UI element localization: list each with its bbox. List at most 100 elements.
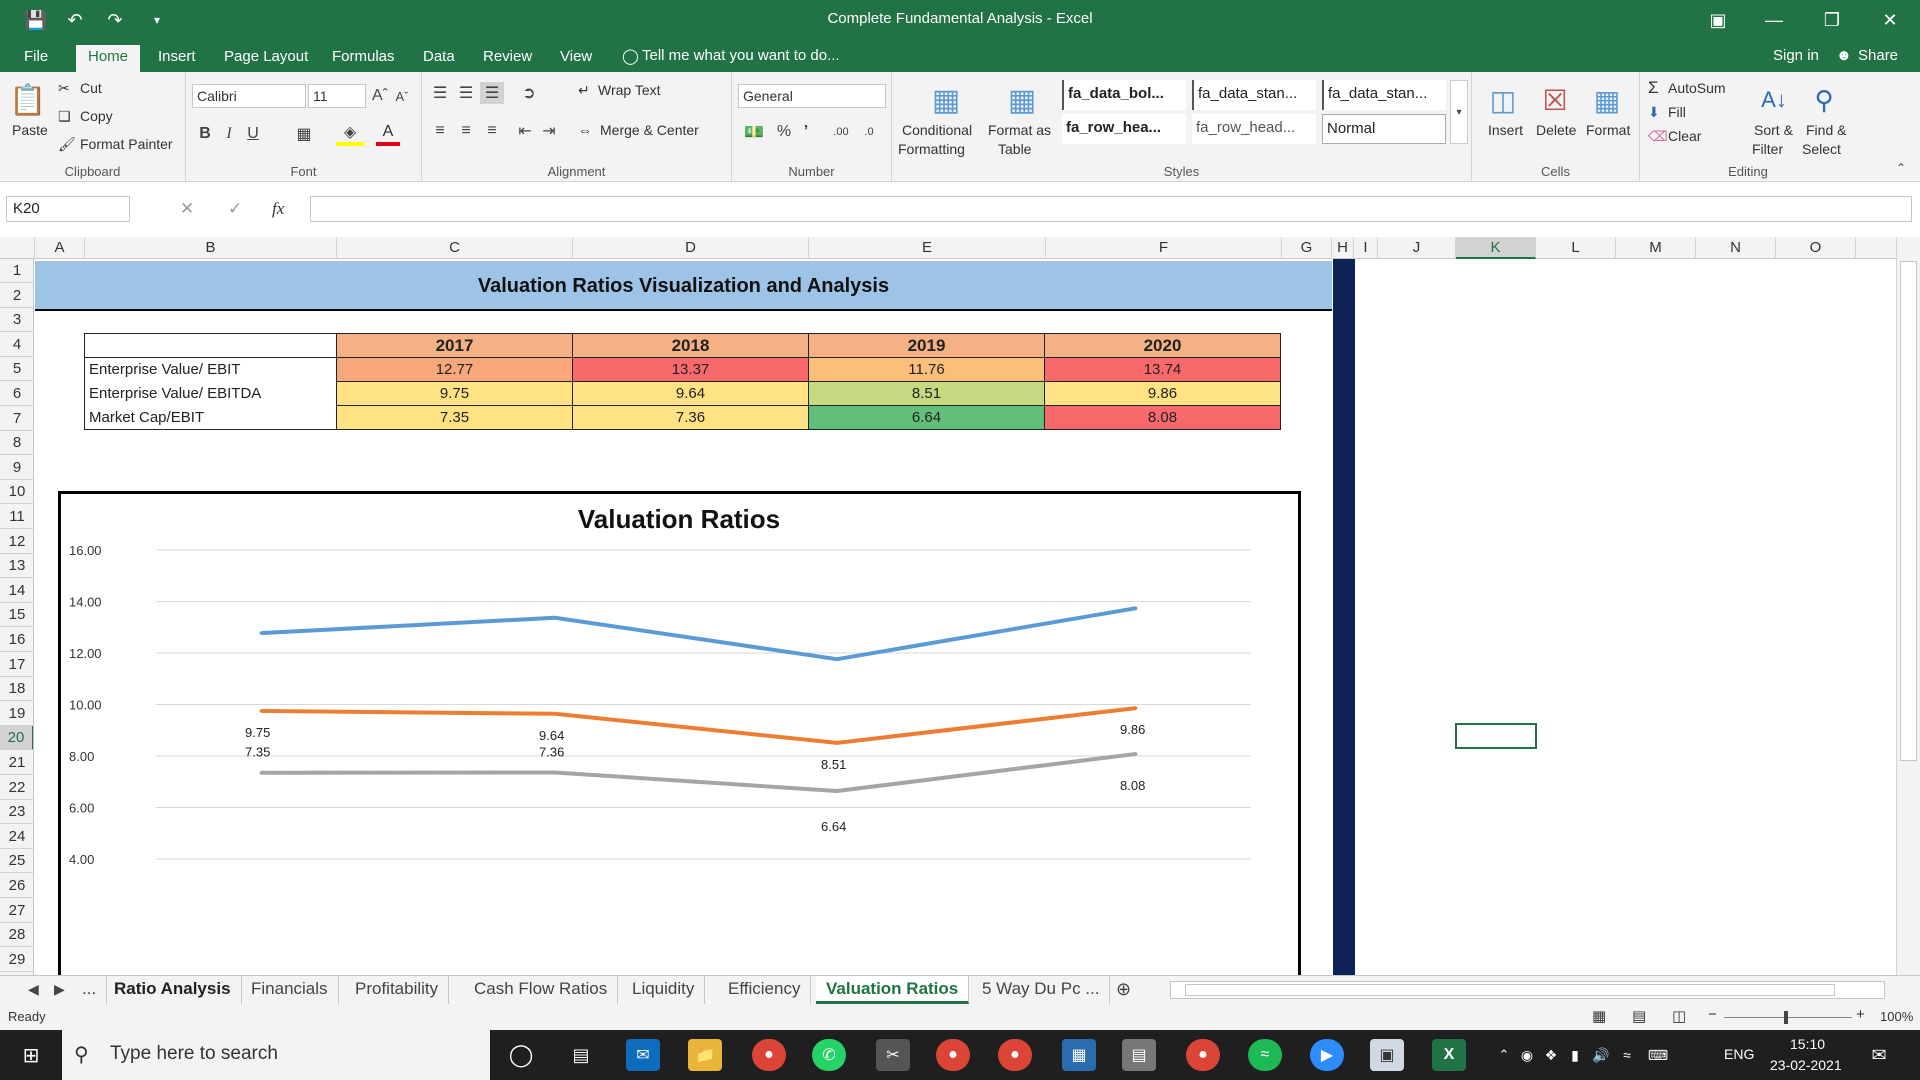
merge-center-button[interactable]: Merge & Center (600, 122, 699, 138)
sheet-tab-efficiency[interactable]: Efficiency (718, 976, 812, 1004)
comma-style-icon[interactable]: ’ (803, 123, 809, 140)
row-header[interactable]: 10 (0, 480, 33, 505)
ratio-value[interactable]: 9.64 (572, 381, 809, 406)
style-fa-data-standard[interactable]: fa_data_stan... (1192, 80, 1316, 110)
ratio-value[interactable]: 13.37 (572, 357, 809, 382)
calculator-icon[interactable]: ▦ (1062, 1039, 1096, 1071)
zoom-level[interactable]: 100% (1880, 1009, 1914, 1024)
data-point[interactable] (553, 712, 557, 716)
column-header[interactable]: F (1046, 237, 1282, 259)
confirm-entry-icon[interactable]: ✓ (228, 199, 243, 218)
ratio-label[interactable]: Market Cap/EBIT (84, 405, 337, 430)
tab-view[interactable]: View (560, 48, 593, 65)
ratio-value[interactable]: 9.86 (1044, 381, 1281, 406)
ratio-value[interactable]: 8.51 (808, 381, 1045, 406)
row-header[interactable]: 22 (0, 776, 33, 800)
delete-cells-button[interactable]: Delete (1536, 122, 1577, 138)
zoom-out-icon[interactable]: − (1708, 1006, 1717, 1023)
style-normal[interactable]: Normal (1322, 114, 1446, 144)
notifications-icon[interactable]: ✉ (1871, 1044, 1887, 1065)
data-point[interactable] (1134, 706, 1138, 710)
delete-cells-icon[interactable]: ☒ (1542, 84, 1568, 116)
row-header[interactable]: 5 (0, 357, 33, 382)
row-header[interactable]: 20 (0, 726, 33, 751)
tab-page-layout[interactable]: Page Layout (224, 48, 309, 65)
chrome-icon[interactable]: ● (752, 1039, 786, 1071)
sheet-tab-liquidity[interactable]: Liquidity (622, 976, 706, 1004)
ratio-label[interactable]: Enterprise Value/ EBITDA (84, 381, 337, 406)
new-sheet-icon[interactable]: ⊕ (1116, 979, 1132, 999)
column-header[interactable]: D (573, 237, 809, 259)
font-color-icon[interactable]: A (376, 122, 400, 146)
ratio-value[interactable]: 6.64 (808, 405, 1045, 430)
clock-time[interactable]: 15:10 (1790, 1036, 1826, 1052)
mail-icon[interactable]: ✉ (626, 1039, 660, 1071)
row-header[interactable]: 8 (0, 431, 33, 456)
insert-cells-icon[interactable]: ◫ (1489, 84, 1517, 116)
row-header[interactable]: 27 (0, 899, 33, 923)
row-header[interactable]: 16 (0, 628, 33, 652)
row-header[interactable]: 19 (0, 702, 33, 726)
valuation-ratios-chart[interactable]: Valuation Ratios 16.00 14.00 12.00 10.00 8.00… (58, 491, 1301, 975)
row-header[interactable]: 26 (0, 874, 33, 898)
data-point[interactable] (259, 631, 263, 635)
format-painter-button[interactable]: Format Painter (80, 136, 173, 152)
style-fa-data-bold[interactable]: fa_data_bol... (1062, 80, 1186, 110)
restore-icon[interactable]: ❐ (1823, 9, 1841, 30)
normal-view-icon[interactable]: ▦ (1592, 1008, 1607, 1025)
save-icon[interactable]: 💾 (24, 9, 48, 30)
row-header[interactable]: 1 (0, 259, 33, 283)
whatsapp-icon[interactable]: ✆ (812, 1039, 846, 1071)
bold-icon[interactable]: B (199, 125, 211, 142)
show-hidden-icons[interactable]: ⌃ (1498, 1047, 1510, 1062)
find-button[interactable]: Find & (1806, 122, 1847, 138)
borders-icon[interactable]: ▦ (296, 126, 312, 143)
ratio-value[interactable]: 9.75 (336, 381, 573, 406)
sheet-tab-valuation-ratios[interactable]: Valuation Ratios (816, 976, 970, 1004)
style-fa-row-header[interactable]: fa_row_hea... (1062, 114, 1186, 144)
accounting-format-icon[interactable]: 💵 (744, 124, 764, 141)
select-all-corner[interactable] (0, 237, 35, 259)
insert-function-button[interactable]: fx (272, 199, 285, 218)
fill-button[interactable]: Fill (1668, 104, 1686, 120)
row-header[interactable]: 2 (0, 284, 33, 308)
column-header[interactable]: C (337, 237, 573, 259)
cancel-entry-icon[interactable]: ✕ (180, 199, 195, 218)
row-header[interactable]: 6 (0, 382, 33, 406)
data-point[interactable] (259, 771, 263, 775)
style-fa-data-standard-2[interactable]: fa_data_stan... (1322, 80, 1446, 110)
cut-button[interactable]: Cut (80, 80, 102, 96)
app-icon[interactable]: ▤ (1122, 1039, 1156, 1071)
clock-date[interactable]: 23-02-2021 (1770, 1057, 1842, 1073)
row-header[interactable]: 18 (0, 677, 33, 702)
year-header[interactable]: 2017 (336, 333, 573, 358)
column-header[interactable]: B (85, 237, 337, 259)
column-header[interactable]: G (1282, 237, 1332, 259)
photos-icon[interactable]: ▣ (1370, 1039, 1404, 1071)
column-header[interactable]: K (1456, 237, 1536, 259)
sheet-tab-financials[interactable]: Financials (241, 976, 339, 1004)
bottom-align-icon[interactable]: ☰ (480, 82, 504, 104)
ratio-value[interactable]: 8.08 (1044, 405, 1281, 430)
year-header[interactable]: 2018 (572, 333, 809, 358)
ratio-value[interactable]: 7.36 (572, 405, 809, 430)
row-header[interactable]: 4 (0, 333, 33, 357)
align-center-icon[interactable]: ≡ (461, 122, 471, 139)
customize-toolbar-icon[interactable]: ▾ (153, 13, 161, 27)
tab-review[interactable]: Review (483, 48, 533, 65)
close-icon[interactable]: ✕ (1882, 9, 1898, 30)
wifi-icon[interactable]: ≈ (1623, 1047, 1631, 1063)
row-header[interactable]: 29 (0, 948, 33, 972)
sort-filter-icon[interactable]: A↓ (1761, 87, 1787, 112)
autosum-button[interactable]: AutoSum (1668, 80, 1726, 96)
row-header[interactable]: 13 (0, 554, 33, 579)
row-header[interactable]: 11 (0, 505, 33, 529)
align-right-icon[interactable]: ≡ (487, 122, 497, 139)
row-header[interactable]: 25 (0, 849, 33, 874)
paste-icon[interactable]: 📋 (9, 83, 47, 117)
volume-icon[interactable]: 🔊 (1592, 1046, 1610, 1063)
series-line[interactable] (260, 751, 1137, 794)
keyboard-icon[interactable]: ⌨ (1647, 1046, 1669, 1063)
row-header[interactable]: 3 (0, 308, 33, 333)
style-fa-row-header-2[interactable]: fa_row_head... (1192, 114, 1316, 144)
